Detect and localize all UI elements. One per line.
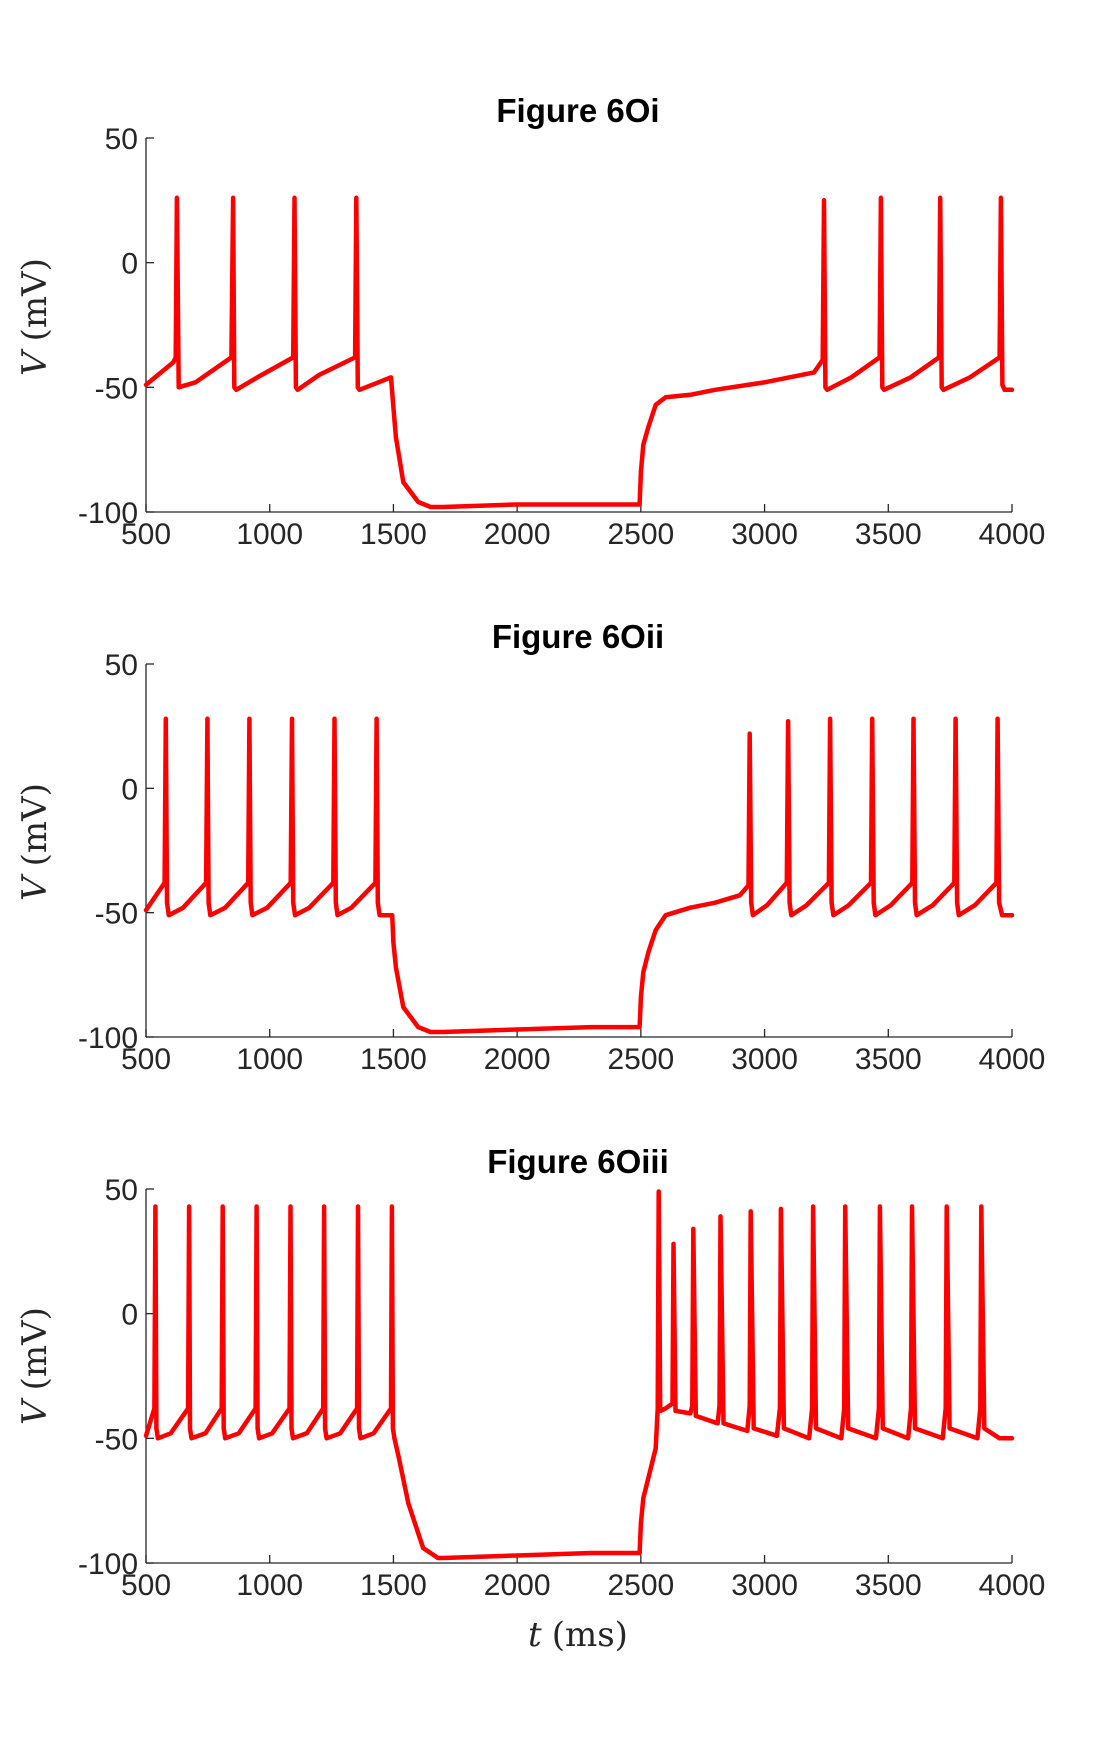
panel-3-x-tick-label: 1500 (360, 1569, 427, 1602)
panel-1-y-tick-label: 50 (105, 123, 138, 156)
panel-2-x-tick-label: 500 (121, 1043, 171, 1076)
panel-1-x-tick-label: 4000 (979, 518, 1046, 551)
panel-2-x-tick-label: 2000 (484, 1043, 551, 1076)
panel-3-ylabel-var: V (15, 1397, 55, 1425)
panel-1-y-tick-label: -50 (95, 372, 138, 405)
panel-3-voltage-trace (143, 1189, 1015, 1561)
panel-3-x-tick-label: 1000 (236, 1569, 303, 1602)
panel-3-title: Figure 6Oiii (487, 1143, 669, 1180)
panel-1-title: Figure 6Oi (496, 92, 659, 129)
panel-2-y-tick-label: -100 (78, 1022, 138, 1055)
panel-3-xlabel: t (ms) (528, 1615, 628, 1655)
panel-1-x-tick-label: 1000 (236, 518, 303, 551)
panel-1-x-tick-label: 1500 (360, 518, 427, 551)
panel-3-xlabel-var: t (528, 1615, 542, 1655)
panel-1-ylabel: V (mV) (15, 258, 55, 376)
panel-2-x-tick-label: 1500 (360, 1043, 427, 1076)
panel-1-y-tick-label: -100 (78, 497, 138, 530)
panel-1-plot: 500 1000 1500 2000 2500 3000 3500 4000500-50-10… (78, 123, 1045, 551)
panel-2-x-tick-label: 2500 (607, 1043, 674, 1076)
panel-1-x-tick-label: 2000 (484, 518, 551, 551)
panel-1-ylabel-var: V (15, 348, 55, 376)
panel-3-x-tick-label: 2000 (484, 1569, 551, 1602)
panel-3-xlabel-unit: (ms) (552, 1615, 628, 1655)
panel-2-plot: 500 1000 1500 2000 2500 3000 3500 4000500-50-10… (78, 649, 1045, 1076)
panel-2-y-tick-label: -50 (95, 898, 138, 931)
panel-1-y-tick-label: 0 (121, 248, 138, 281)
panel-3-y-tick-label: 0 (121, 1299, 138, 1332)
panel-1-x-tick-label: 3500 (855, 518, 922, 551)
panel-2-x-tick-label: 4000 (979, 1043, 1046, 1076)
panel-1-voltage-trace (143, 195, 1015, 510)
panel-3-ylabel-unit: (mV) (15, 1307, 55, 1390)
panel-3-x-tick-label: 3500 (855, 1569, 922, 1602)
panel-3-x-tick-label: 500 (121, 1569, 171, 1602)
panel-3: Figure 6Oiii 500 1000 1500 2000 2500 3000 3500… (15, 1143, 1045, 1655)
panel-2-ylabel-unit: (mV) (15, 783, 55, 866)
panel-2: Figure 6Oii 500 1000 1500 2000 2500 3000 3500 4… (15, 618, 1045, 1076)
panel-1-x-tick-label: 2500 (607, 518, 674, 551)
panel-1-ylabel-unit: (mV) (15, 258, 55, 341)
panel-2-voltage-trace (143, 716, 1015, 1035)
panel-1-x-tick-label: 500 (121, 518, 171, 551)
panel-2-ylabel: V (mV) (15, 783, 55, 901)
panel-1: Figure 6Oi 500 1000 1500 2000 2500 3000 3500 40… (15, 92, 1045, 551)
panel-3-y-tick-label: -50 (95, 1423, 138, 1456)
panel-3-x-tick-label: 2500 (607, 1569, 674, 1602)
panel-2-title: Figure 6Oii (492, 618, 664, 655)
panel-2-ylabel-var: V (15, 873, 55, 901)
panel-1-x-tick-label: 3000 (731, 518, 798, 551)
panel-2-x-tick-label: 3500 (855, 1043, 922, 1076)
panel-3-x-tick-label: 4000 (979, 1569, 1046, 1602)
panel-3-y-tick-label: -100 (78, 1548, 138, 1581)
panel-3-ylabel: V (mV) (15, 1307, 55, 1425)
panel-2-x-tick-label: 3000 (731, 1043, 798, 1076)
panel-2-y-tick-label: 50 (105, 649, 138, 682)
panel-2-x-tick-label: 1000 (236, 1043, 303, 1076)
panel-3-plot: 500 1000 1500 2000 2500 3000 3500 4000500-50-10… (78, 1174, 1045, 1602)
panel-3-x-tick-label: 3000 (731, 1569, 798, 1602)
panel-3-y-tick-label: 50 (105, 1174, 138, 1207)
panel-2-y-tick-label: 0 (121, 773, 138, 806)
